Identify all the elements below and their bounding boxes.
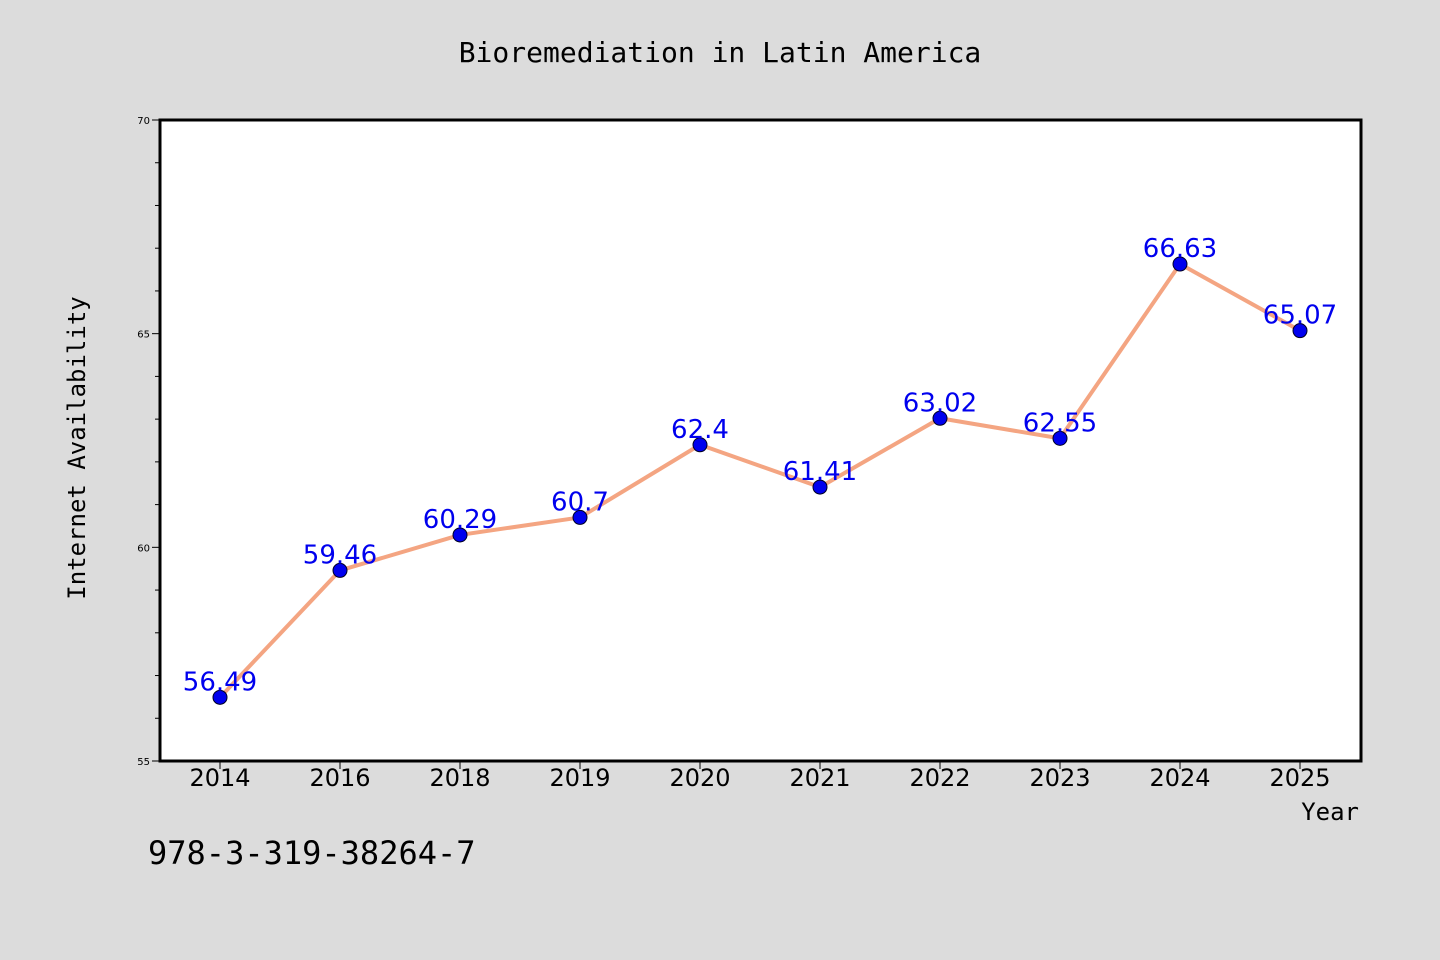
x-tick-label: 2020 [669, 764, 730, 792]
x-tick-label: 2014 [189, 764, 250, 792]
chart-title: Bioremediation in Latin America [459, 36, 982, 69]
x-tick-label: 2018 [429, 764, 490, 792]
data-point [332, 562, 348, 578]
data-point [1172, 256, 1188, 272]
y-tick-label: 60 [137, 543, 150, 554]
data-label: 61.41 [783, 457, 857, 487]
data-point [212, 689, 228, 705]
data-point [572, 509, 588, 525]
data-labels: 56.49 59.46 60.29 60.7 62.4 61.41 63.02 62.55 66… [183, 234, 1337, 697]
data-label: 66.63 [1143, 234, 1217, 264]
data-label: 56.49 [183, 667, 257, 697]
x-tick-label: 2025 [1269, 764, 1330, 792]
x-axis-title: Year [1301, 798, 1359, 826]
data-point [692, 437, 708, 453]
x-axis: 2014 2016 2018 2019 2020 2021 2022 2023 2024 2025 [189, 761, 1331, 792]
data-label: 65.07 [1263, 301, 1337, 331]
data-markers [212, 256, 1308, 705]
data-point [1292, 323, 1308, 339]
series-line [218, 262, 1302, 700]
y-tick-label: 65 [137, 330, 150, 341]
data-point [812, 479, 828, 495]
x-tick-label: 2021 [789, 764, 850, 792]
y-tick-label: 70 [137, 116, 150, 127]
x-tick-label: 2023 [1029, 764, 1090, 792]
data-point [932, 410, 948, 426]
x-tick-label: 2024 [1149, 764, 1210, 792]
x-tick-label: 2022 [909, 764, 970, 792]
data-label: 63.02 [903, 388, 977, 418]
y-tick-label: 55 [137, 757, 150, 768]
data-point [452, 527, 468, 543]
data-label: 62.55 [1023, 408, 1097, 438]
series-line-group [218, 262, 1302, 700]
x-tick-label: 2019 [549, 764, 610, 792]
data-label: 60.7 [551, 487, 609, 517]
plot-area [158, 118, 1363, 763]
data-label: 59.46 [303, 540, 377, 570]
y-axis-title: Internet Availability [63, 296, 91, 599]
data-label: 60.29 [423, 505, 497, 535]
y-axis: 55 60 65 70 [137, 116, 160, 768]
data-point [1052, 430, 1068, 446]
footer-code: 978-3-319-38264-7 [148, 834, 476, 872]
data-label: 62.4 [671, 415, 729, 445]
x-tick-label: 2016 [309, 764, 370, 792]
